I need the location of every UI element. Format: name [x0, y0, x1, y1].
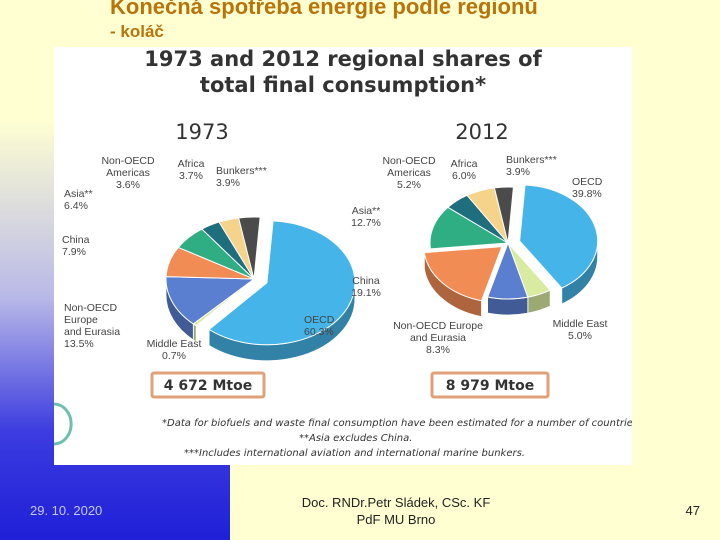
pie-1-slice-china	[423, 246, 503, 302]
pie-1-label-africa: Africa 6.0%	[451, 158, 478, 182]
pie-1-label-middle-east: Middle East 5.0%	[553, 318, 608, 342]
pie-1-label-non-oecd-europe-and-eurasia: Non-OECD Europe and Eurasia 8.3%	[393, 320, 483, 356]
chart-figure: 1973 and 2012 regional shares of total f…	[54, 47, 632, 465]
decorative-arc	[54, 402, 73, 446]
slide-title: Konečná spotřeba energie podle regionů	[110, 0, 538, 19]
pie-1-label-non-oecd-americas: Non-OECD Americas 5.2%	[382, 155, 436, 191]
pie-0-label-china: China 7.9%	[62, 234, 90, 258]
pie-1-slice-non-oecd-europe-and-eurasia	[486, 241, 529, 300]
footer-author-line1: Doc. RNDr.Petr Sládek, CSc. KF	[301, 495, 491, 510]
pie-0-label-non-oecd-americas: Non-OECD Americas 3.6%	[101, 155, 155, 191]
figure-title-line1: 1973 and 2012 regional shares of	[144, 47, 542, 71]
pie-0-label-asia: Asia** 6.4%	[64, 188, 93, 212]
pie-charts-svg: 1973 and 2012 regional shares of total f…	[54, 47, 632, 459]
pie-1-slice-oecd	[519, 184, 599, 289]
footer-author-line2: PdF MU Brno	[356, 512, 436, 527]
pie-groups: 1973 OECD 60.3% Middle East 0.7% Non-OECD Euro…	[62, 120, 608, 399]
pie-1-side-non-oecd-europe-and-eurasia	[487, 296, 529, 316]
pie-1-label-bunkers: Bunkers*** 3.9%	[506, 154, 557, 178]
footer-date: 29. 10. 2020	[30, 503, 103, 518]
footnote-3: ***Includes international aviation and i…	[184, 448, 525, 459]
pie-0-group: 1973 OECD 60.3% Middle East 0.7% Non-OECD Euro…	[62, 120, 356, 399]
pie-0-label-oecd: OECD 60.3%	[304, 314, 335, 338]
pie-1-group: 2012 OECD 39.8% Middle East 5.0% Non-OECD Eur…	[351, 120, 608, 399]
footer-page-number: 47	[685, 503, 700, 518]
pie-0-label-non-oecd-europe-and-eurasia: Non-OECD Europe and Eurasia 13.5%	[64, 302, 120, 350]
pie-1-total-label: 8 979 Mtoe	[446, 378, 534, 394]
pie-0-total-box	[150, 371, 266, 399]
pie-0-slice-oecd	[208, 220, 356, 346]
pie-1-slice-bunkers	[493, 186, 514, 244]
pie-0-slice-non-oecd-europe-and-eurasia	[165, 276, 256, 325]
pie-0-label-middle-east: Middle East 0.7%	[147, 338, 202, 362]
pie-1-year-title: 2012	[455, 120, 508, 144]
pie-0-year-title: 1973	[175, 120, 228, 144]
slide-subtitle: - koláč	[110, 22, 164, 41]
pie-0-slice-bunkers	[238, 216, 261, 280]
pie-1-total-box	[430, 371, 550, 399]
footer-author: Doc. RNDr.Petr Sládek, CSc. KF PdF MU Br…	[280, 494, 512, 528]
figure-title-line2: total final consumption*	[200, 73, 486, 97]
pie-1-label-china: China 19.1%	[351, 275, 381, 299]
pie-1-label-asia: Asia** 12.7%	[351, 205, 381, 229]
pie-1-slice-asia	[429, 206, 510, 250]
pie-0-total-label: 4 672 Mtoe	[164, 378, 252, 394]
pie-0-label-africa: Africa 3.7%	[178, 158, 205, 182]
pie-0-label-bunkers: Bunkers*** 3.9%	[216, 165, 267, 189]
footnote-2: **Asia excludes China.	[299, 433, 412, 444]
pie-1-label-oecd: OECD 39.8%	[572, 176, 603, 200]
footnote-1: *Data for biofuels and waste final consu…	[162, 418, 632, 429]
